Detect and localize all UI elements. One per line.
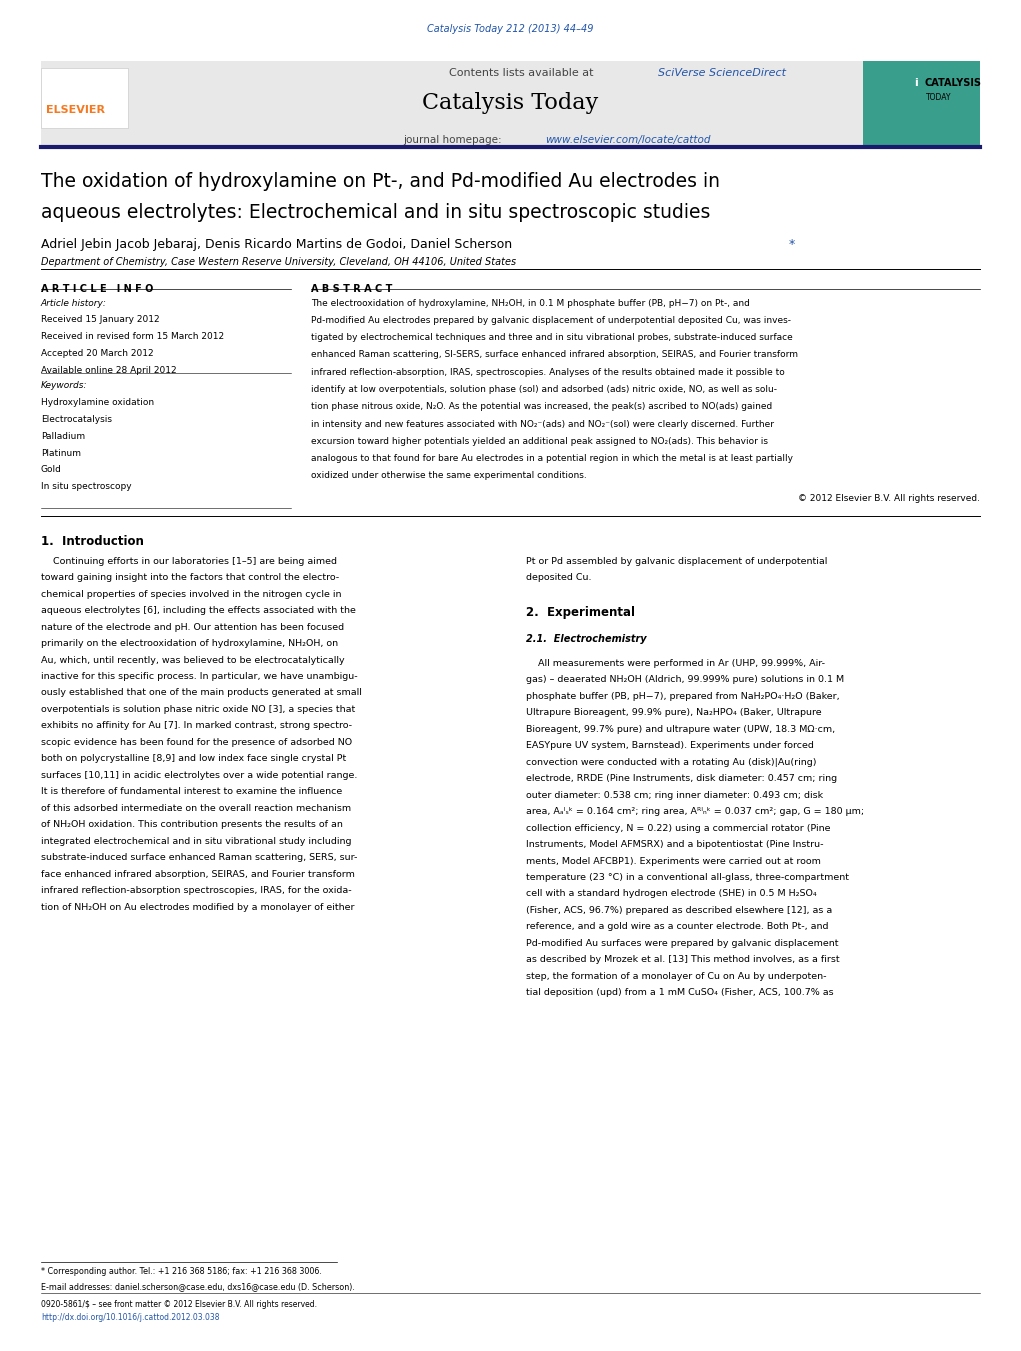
Text: In situ spectroscopy: In situ spectroscopy	[41, 482, 132, 492]
Text: Palladium: Palladium	[41, 432, 85, 440]
Text: analogous to that found for bare Au electrodes in a potential region in which th: analogous to that found for bare Au elec…	[311, 454, 793, 463]
Text: primarily on the electrooxidation of hydroxylamine, NH₂OH, on: primarily on the electrooxidation of hyd…	[41, 639, 338, 648]
Text: phosphate buffer (PB, pH−7), prepared from NaH₂PO₄·H₂O (Baker,: phosphate buffer (PB, pH−7), prepared fr…	[526, 692, 839, 701]
Text: Catalysis Today: Catalysis Today	[423, 92, 598, 113]
Text: SciVerse ScienceDirect: SciVerse ScienceDirect	[658, 68, 785, 77]
Text: convection were conducted with a rotating Au (disk)|Au(ring): convection were conducted with a rotatin…	[526, 758, 817, 766]
Text: of NH₂OH oxidation. This contribution presents the results of an: of NH₂OH oxidation. This contribution pr…	[41, 820, 343, 830]
Text: Catalysis Today 212 (2013) 44–49: Catalysis Today 212 (2013) 44–49	[427, 24, 594, 34]
Text: step, the formation of a monolayer of Cu on Au by underpoten-: step, the formation of a monolayer of Cu…	[526, 971, 826, 981]
Text: ELSEVIER: ELSEVIER	[46, 105, 105, 115]
Text: in intensity and new features associated with NO₂⁻(ads) and NO₂⁻(sol) were clear: in intensity and new features associated…	[311, 420, 774, 428]
Text: Continuing efforts in our laboratories [1–5] are being aimed: Continuing efforts in our laboratories […	[41, 557, 337, 566]
Bar	[41, 61, 980, 145]
Text: 1.  Introduction: 1. Introduction	[41, 535, 144, 549]
Text: It is therefore of fundamental interest to examine the influence: It is therefore of fundamental interest …	[41, 788, 342, 796]
Text: http://dx.doi.org/10.1016/j.cattod.2012.03.038: http://dx.doi.org/10.1016/j.cattod.2012.…	[41, 1313, 220, 1323]
Text: CATALYSIS: CATALYSIS	[924, 78, 981, 88]
Text: tion of NH₂OH on Au electrodes modified by a monolayer of either: tion of NH₂OH on Au electrodes modified …	[41, 902, 354, 912]
Text: tion phase nitrous oxide, N₂O. As the potential was increased, the peak(s) ascri: tion phase nitrous oxide, N₂O. As the po…	[311, 403, 773, 411]
Text: Contents lists available at: Contents lists available at	[449, 68, 597, 77]
Text: Received 15 January 2012: Received 15 January 2012	[41, 316, 159, 324]
Text: A B S T R A C T: A B S T R A C T	[311, 284, 393, 293]
Text: overpotentials is solution phase nitric oxide NO [3], a species that: overpotentials is solution phase nitric …	[41, 705, 355, 713]
Text: Hydroxylamine oxidation: Hydroxylamine oxidation	[41, 399, 154, 407]
Text: Available online 28 April 2012: Available online 28 April 2012	[41, 366, 177, 376]
Text: nature of the electrode and pH. Our attention has been focused: nature of the electrode and pH. Our atte…	[41, 623, 344, 631]
Text: surfaces [10,11] in acidic electrolytes over a wide potential range.: surfaces [10,11] in acidic electrolytes …	[41, 771, 357, 780]
Text: www.elsevier.com/locate/cattod: www.elsevier.com/locate/cattod	[545, 135, 711, 145]
Text: Ultrapure Bioreagent, 99.9% pure), Na₂HPO₄ (Baker, Ultrapure: Ultrapure Bioreagent, 99.9% pure), Na₂HP…	[526, 708, 822, 717]
Text: Adriel Jebin Jacob Jebaraj, Denis Ricardo Martins de Godoi, Daniel Scherson: Adriel Jebin Jacob Jebaraj, Denis Ricard…	[41, 238, 512, 251]
Text: infrared reflection-absorption spectroscopies, IRAS, for the oxida-: infrared reflection-absorption spectrosc…	[41, 886, 351, 896]
Text: Instruments, Model AFMSRX) and a bipotentiostat (Pine Instru-: Instruments, Model AFMSRX) and a bipoten…	[526, 840, 823, 848]
Text: Au, which, until recently, was believed to be electrocatalytically: Au, which, until recently, was believed …	[41, 655, 344, 665]
Text: The oxidation of hydroxylamine on Pt-, and Pd-modified Au electrodes in: The oxidation of hydroxylamine on Pt-, a…	[41, 172, 720, 190]
Text: electrode, RRDE (Pine Instruments, disk diameter: 0.457 cm; ring: electrode, RRDE (Pine Instruments, disk …	[526, 774, 837, 784]
Text: area, Aₐᴵₛᵏ = 0.164 cm²; ring area, Aᴿᴵₙᵏ = 0.037 cm²; gap, G = 180 μm;: area, Aₐᴵₛᵏ = 0.164 cm²; ring area, Aᴿᴵₙ…	[526, 807, 864, 816]
Text: Pd-modified Au electrodes prepared by galvanic displacement of underpotential de: Pd-modified Au electrodes prepared by ga…	[311, 316, 791, 324]
Text: ments, Model AFCBP1). Experiments were carried out at room: ments, Model AFCBP1). Experiments were c…	[526, 857, 821, 866]
Text: as described by Mrozek et al. [13] This method involves, as a first: as described by Mrozek et al. [13] This …	[526, 955, 839, 965]
Text: A R T I C L E   I N F O: A R T I C L E I N F O	[41, 284, 153, 293]
Text: TODAY: TODAY	[926, 93, 952, 103]
Bar	[41, 68, 128, 128]
Text: temperature (23 °C) in a conventional all-glass, three-compartment: temperature (23 °C) in a conventional al…	[526, 873, 848, 882]
Text: * Corresponding author. Tel.: +1 216 368 5186; fax: +1 216 368 3006.: * Corresponding author. Tel.: +1 216 368…	[41, 1267, 322, 1277]
Text: i: i	[914, 78, 918, 88]
Text: reference, and a gold wire as a counter electrode. Both Pt-, and: reference, and a gold wire as a counter …	[526, 923, 828, 931]
Bar	[863, 61, 980, 145]
Text: aqueous electrolytes: Electrochemical and in situ spectroscopic studies: aqueous electrolytes: Electrochemical an…	[41, 203, 711, 222]
Text: infrared reflection-absorption, IRAS, spectroscopies. Analyses of the results ob: infrared reflection-absorption, IRAS, sp…	[311, 367, 785, 377]
Text: face enhanced infrared absorption, SEIRAS, and Fourier transform: face enhanced infrared absorption, SEIRA…	[41, 870, 354, 878]
Text: Keywords:: Keywords:	[41, 381, 88, 390]
Text: chemical properties of species involved in the nitrogen cycle in: chemical properties of species involved …	[41, 589, 341, 598]
Text: cell with a standard hydrogen electrode (SHE) in 0.5 M H₂SO₄: cell with a standard hydrogen electrode …	[526, 889, 817, 898]
Text: E-mail addresses: daniel.scherson@case.edu, dxs16@case.edu (D. Scherson).: E-mail addresses: daniel.scherson@case.e…	[41, 1282, 354, 1292]
Text: *: *	[788, 238, 794, 251]
Text: gas) – deaerated NH₂OH (Aldrich, 99.999% pure) solutions in 0.1 M: gas) – deaerated NH₂OH (Aldrich, 99.999%…	[526, 676, 844, 684]
Text: Pd-modified Au surfaces were prepared by galvanic displacement: Pd-modified Au surfaces were prepared by…	[526, 939, 838, 948]
Text: Pt or Pd assembled by galvanic displacement of underpotential: Pt or Pd assembled by galvanic displacem…	[526, 557, 827, 566]
Text: aqueous electrolytes [6], including the effects associated with the: aqueous electrolytes [6], including the …	[41, 607, 355, 615]
Text: All measurements were performed in Ar (UHP, 99.999%, Air-: All measurements were performed in Ar (U…	[526, 659, 825, 667]
Text: oxidized under otherwise the same experimental conditions.: oxidized under otherwise the same experi…	[311, 471, 587, 481]
Text: identify at low overpotentials, solution phase (sol) and adsorbed (ads) nitric o: identify at low overpotentials, solution…	[311, 385, 777, 394]
Text: (Fisher, ACS, 96.7%) prepared as described elsewhere [12], as a: (Fisher, ACS, 96.7%) prepared as describ…	[526, 907, 832, 915]
Text: outer diameter: 0.538 cm; ring inner diameter: 0.493 cm; disk: outer diameter: 0.538 cm; ring inner dia…	[526, 790, 823, 800]
Text: Platinum: Platinum	[41, 449, 81, 458]
Text: both on polycrystalline [8,9] and low index face single crystal Pt: both on polycrystalline [8,9] and low in…	[41, 754, 346, 763]
Text: journal homepage:: journal homepage:	[403, 135, 505, 145]
Text: EASYpure UV system, Barnstead). Experiments under forced: EASYpure UV system, Barnstead). Experime…	[526, 742, 814, 750]
Text: exhibits no affinity for Au [7]. In marked contrast, strong spectro-: exhibits no affinity for Au [7]. In mark…	[41, 721, 352, 731]
Text: 0920-5861/$ – see front matter © 2012 Elsevier B.V. All rights reserved.: 0920-5861/$ – see front matter © 2012 El…	[41, 1300, 317, 1309]
Text: inactive for this specific process. In particular, we have unambigu-: inactive for this specific process. In p…	[41, 671, 357, 681]
Text: of this adsorbed intermediate on the overall reaction mechanism: of this adsorbed intermediate on the ove…	[41, 804, 351, 813]
Text: Accepted 20 March 2012: Accepted 20 March 2012	[41, 349, 153, 358]
Text: © 2012 Elsevier B.V. All rights reserved.: © 2012 Elsevier B.V. All rights reserved…	[798, 494, 980, 503]
Text: ously established that one of the main products generated at small: ously established that one of the main p…	[41, 689, 361, 697]
Text: 2.1.  Electrochemistry: 2.1. Electrochemistry	[526, 635, 646, 644]
Text: Department of Chemistry, Case Western Reserve University, Cleveland, OH 44106, U: Department of Chemistry, Case Western Re…	[41, 257, 516, 266]
Text: enhanced Raman scattering, SI-SERS, surface enhanced infrared absorption, SEIRAS: enhanced Raman scattering, SI-SERS, surf…	[311, 350, 798, 359]
Text: Article history:: Article history:	[41, 299, 107, 308]
Text: 2.  Experimental: 2. Experimental	[526, 607, 635, 619]
Text: toward gaining insight into the factors that control the electro-: toward gaining insight into the factors …	[41, 573, 339, 582]
Text: tigated by electrochemical techniques and three and in situ vibrational probes, : tigated by electrochemical techniques an…	[311, 334, 793, 342]
Text: substrate-induced surface enhanced Raman scattering, SERS, sur-: substrate-induced surface enhanced Raman…	[41, 854, 357, 862]
Text: collection efficiency, N = 0.22) using a commercial rotator (Pine: collection efficiency, N = 0.22) using a…	[526, 824, 830, 832]
Text: Received in revised form 15 March 2012: Received in revised form 15 March 2012	[41, 332, 224, 342]
Text: Gold: Gold	[41, 466, 61, 474]
Text: Bioreagent, 99.7% pure) and ultrapure water (UPW, 18.3 MΩ·cm,: Bioreagent, 99.7% pure) and ultrapure wa…	[526, 724, 835, 734]
Text: excursion toward higher potentials yielded an additional peak assigned to NO₂(ad: excursion toward higher potentials yield…	[311, 436, 769, 446]
Text: Electrocatalysis: Electrocatalysis	[41, 415, 112, 424]
Text: tial deposition (upd) from a 1 mM CuSO₄ (Fisher, ACS, 100.7% as: tial deposition (upd) from a 1 mM CuSO₄ …	[526, 989, 833, 997]
Text: scopic evidence has been found for the presence of adsorbed NO: scopic evidence has been found for the p…	[41, 738, 352, 747]
Text: deposited Cu.: deposited Cu.	[526, 573, 591, 582]
Text: integrated electrochemical and in situ vibrational study including: integrated electrochemical and in situ v…	[41, 836, 351, 846]
Text: The electrooxidation of hydroxylamine, NH₂OH, in 0.1 M phosphate buffer (PB, pH−: The electrooxidation of hydroxylamine, N…	[311, 299, 750, 308]
